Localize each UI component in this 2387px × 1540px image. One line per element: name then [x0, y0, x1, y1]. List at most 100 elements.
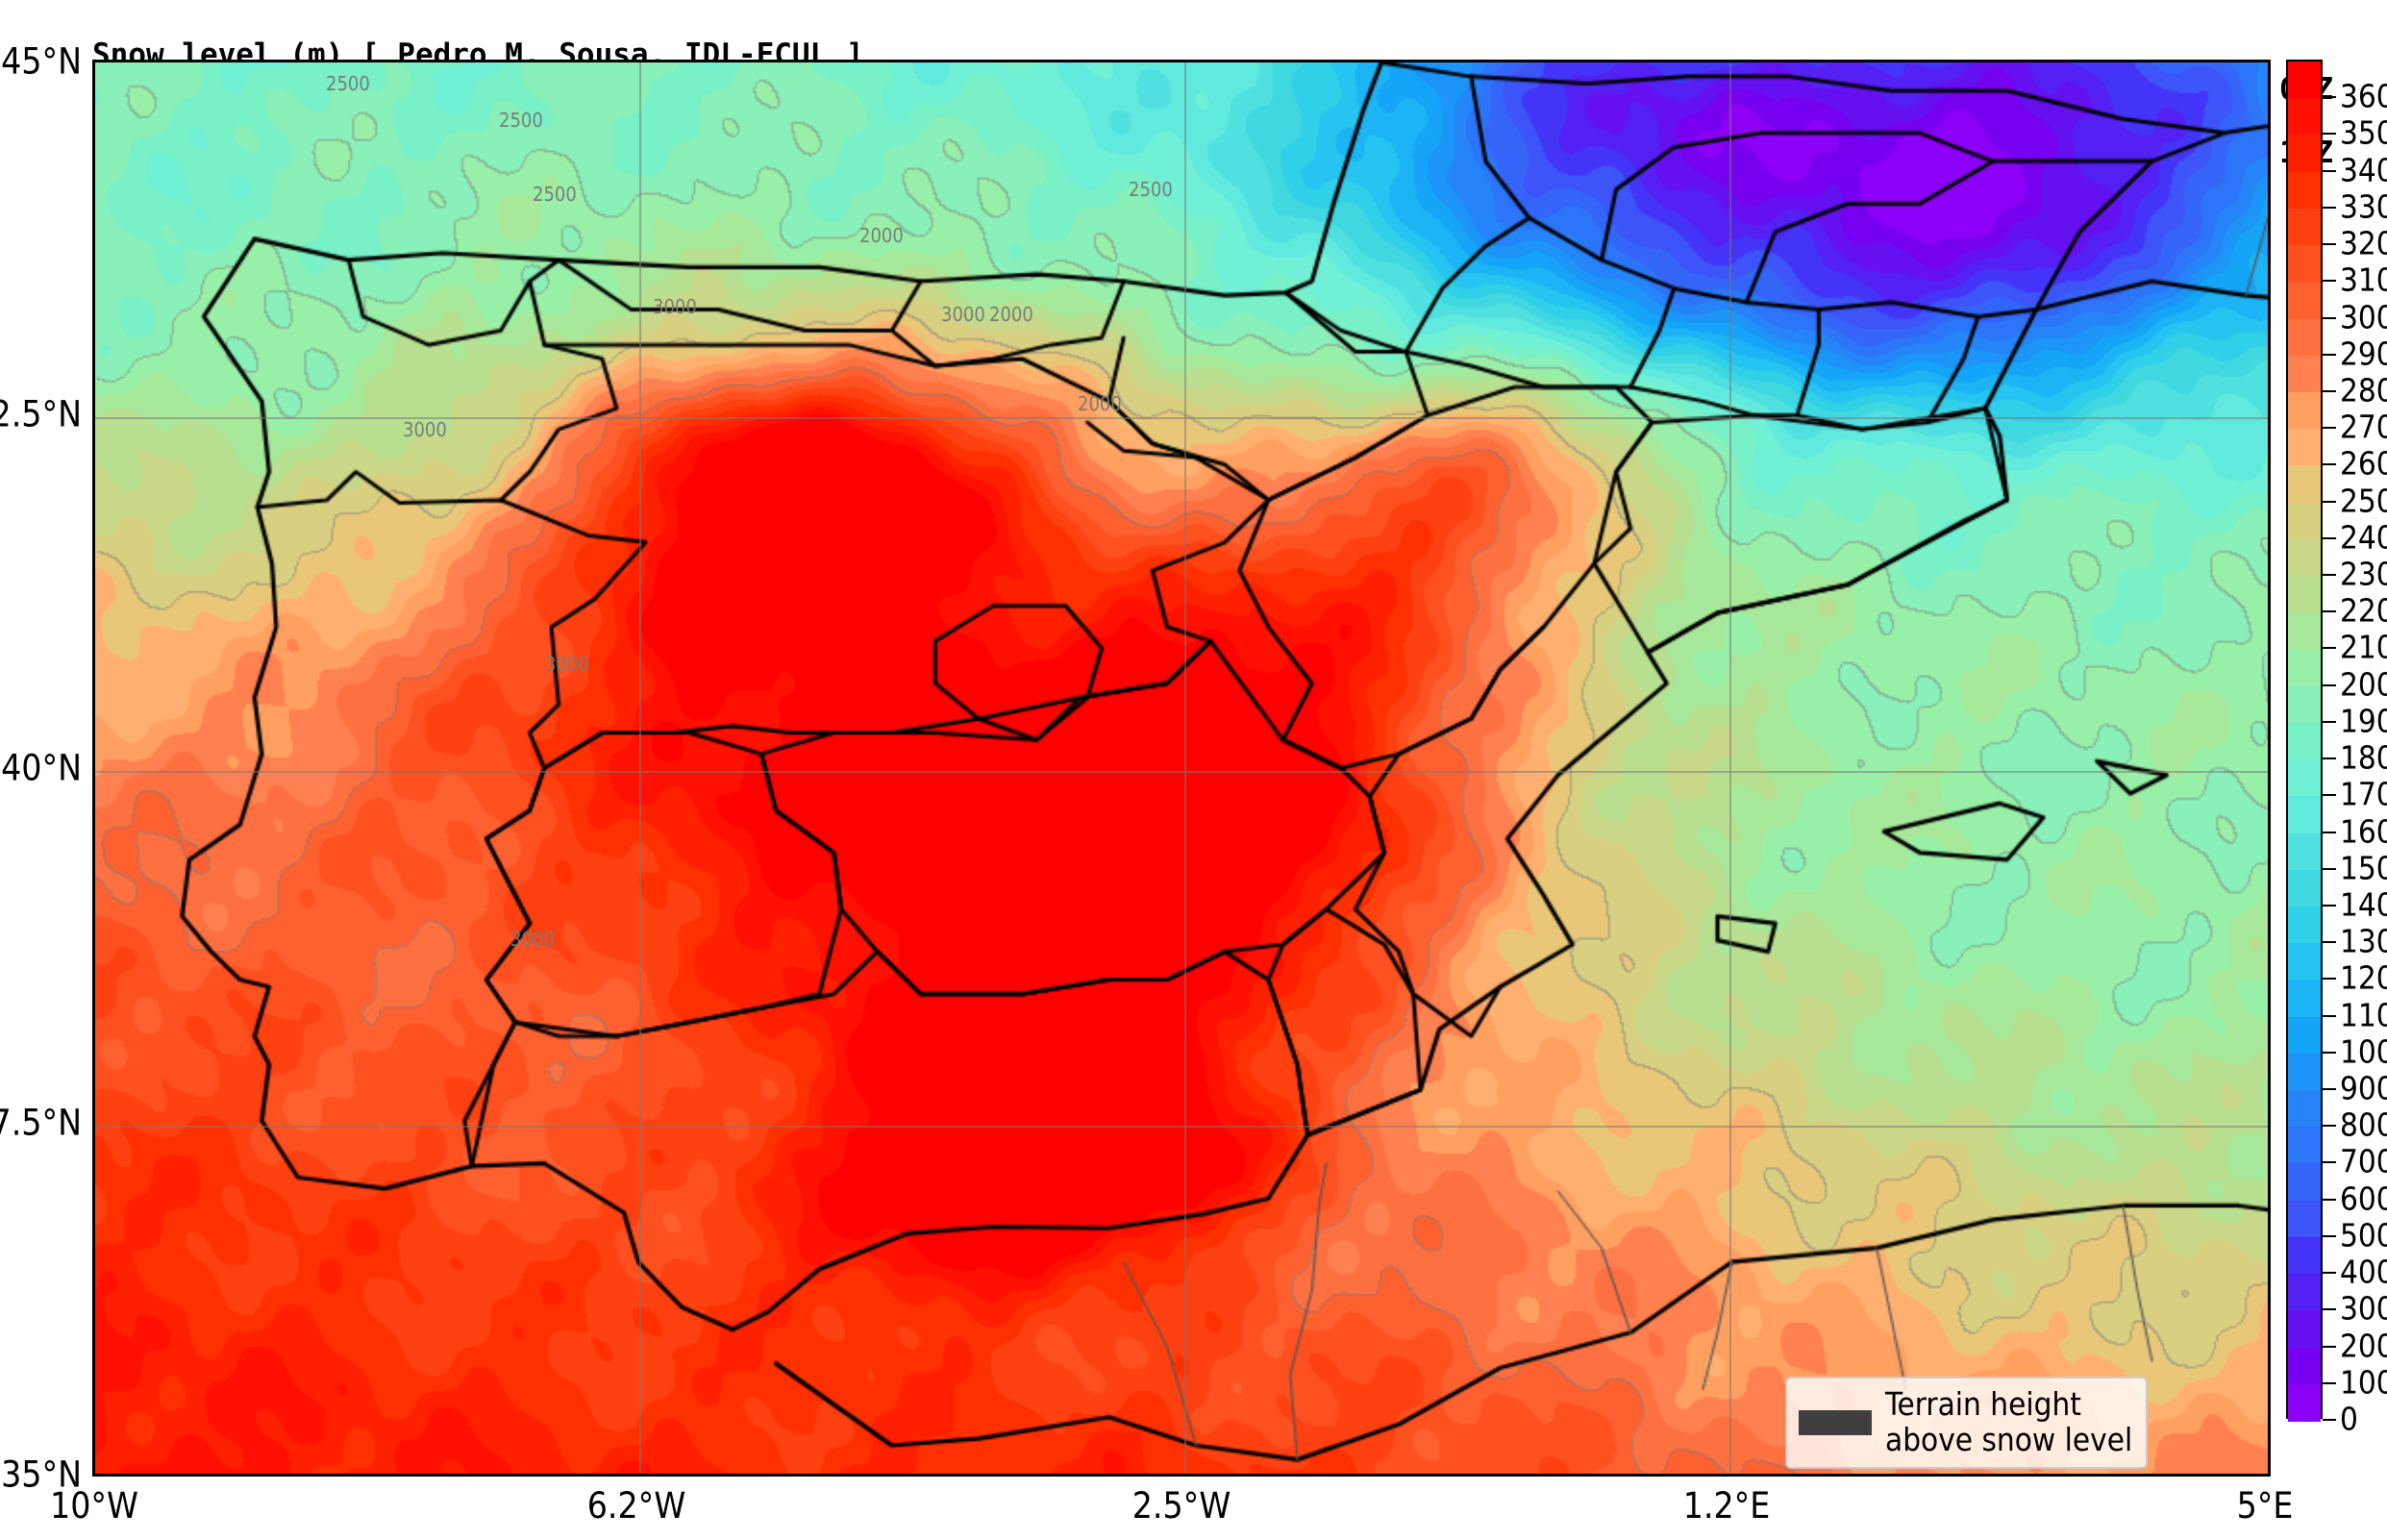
colorbar-segment [2288, 832, 2321, 871]
colorbar-tick [2323, 1419, 2336, 1421]
colorbar-tick [2323, 500, 2336, 503]
colorbar-segment [2288, 1016, 2321, 1055]
colorbar-tick-label: 1500 [2340, 849, 2387, 887]
colorbar-segment [2288, 869, 2321, 907]
colorbar-tick [2323, 720, 2336, 723]
colorbar-tick [2323, 1272, 2336, 1275]
ytick-0: 45°N [1, 40, 82, 83]
colorbar-tick-label: 2100 [2340, 628, 2387, 666]
colorbar-tick-label: 2900 [2340, 335, 2387, 373]
colorbar-tick [2323, 1125, 2336, 1128]
colorbar-tick [2323, 831, 2336, 833]
colorbar-segment [2288, 1127, 2321, 1165]
colorbar-tick-label: 1700 [2340, 775, 2387, 813]
colorbar-tick-label: 2700 [2340, 408, 2387, 446]
colorbar-tick-label: 300 [2340, 1289, 2387, 1328]
colorbar-segment [2288, 1090, 2321, 1128]
colorbar-segment [2288, 612, 2321, 651]
terrain-swatch-icon [1799, 1409, 1872, 1435]
colorbar-segment [2288, 355, 2321, 393]
colorbar-tick-label: 3500 [2340, 113, 2387, 152]
colorbar-tick-label: 1200 [2340, 958, 2387, 997]
colorbar-tick-label: 2200 [2340, 591, 2387, 630]
colorbar-tick [2323, 904, 2336, 907]
colorbar-tick-label: 200 [2340, 1327, 2387, 1365]
colorbar-tick-label: 1100 [2340, 996, 2387, 1034]
colorbar-tick-label: 1600 [2340, 812, 2387, 851]
colorbar-segment [2288, 1274, 2321, 1311]
colorbar-tick-label: 1400 [2340, 885, 2387, 924]
colorbar-segment [2288, 943, 2321, 981]
colorbar-tick [2323, 1051, 2336, 1054]
colorbar-segment [2288, 1383, 2321, 1422]
colorbar-tick [2323, 353, 2336, 356]
colorbar-tick [2323, 1381, 2336, 1384]
colorbar-segment [2288, 391, 2321, 430]
colorbar-tick [2323, 758, 2336, 760]
colorbar-segment [2288, 906, 2321, 944]
colorbar-segment [2288, 465, 2321, 504]
colorbar-tick-label: 3300 [2340, 187, 2387, 226]
colorbar-segment [2288, 245, 2321, 283]
colorbar-tick [2323, 243, 2336, 246]
colorbar-tick [2323, 1234, 2336, 1237]
colorbar-tick-label: 2300 [2340, 555, 2387, 593]
colorbar-tick [2323, 536, 2336, 539]
colorbar-tick-label: 1900 [2340, 702, 2387, 740]
colorbar-tick-label: 700 [2340, 1142, 2387, 1180]
colorbar-segment [2288, 1053, 2321, 1091]
legend-label: Terrain height above snow level [1885, 1385, 2133, 1458]
colorbar-segment [2288, 208, 2321, 246]
colorbar-tick-label: 600 [2340, 1180, 2387, 1218]
map-plot-area[interactable]: 2500 2500 2500 3000 3000 3000 3000 2000 … [92, 60, 2271, 1477]
colorbar-tick [2323, 1198, 2336, 1201]
colorbar-segment [2288, 98, 2321, 137]
colorbar-segment [2288, 1236, 2321, 1275]
colorbar-gradient [2286, 60, 2323, 1422]
colorbar-tick [2323, 978, 2336, 981]
colorbar-tick-label: 3000 [2340, 298, 2387, 335]
colorbar-tick [2323, 389, 2336, 392]
colorbar-segment [2288, 722, 2321, 760]
colorbar-tick [2323, 133, 2336, 136]
colorbar-tick-label: 1800 [2340, 738, 2387, 777]
colorbar-tick-label: 1300 [2340, 922, 2387, 960]
colorbar-tick [2323, 206, 2336, 209]
colorbar-tick [2323, 280, 2336, 283]
colorbar-tick-label: 3200 [2340, 224, 2387, 262]
colorbar-segment [2288, 429, 2321, 466]
colorbar-tick-label: 2500 [2340, 482, 2387, 520]
colorbar-tick-label: 100 [2340, 1363, 2387, 1402]
colorbar-segment [2288, 1310, 2321, 1349]
colorbar-tick-label: 3100 [2340, 261, 2387, 299]
colorbar-tick-label: 0 [2340, 1400, 2358, 1438]
colorbar-tick-label: 500 [2340, 1216, 2387, 1254]
colorbar-tick [2323, 316, 2336, 319]
colorbar-segment [2288, 576, 2321, 613]
colorbar-tick-label: 2000 [2340, 665, 2387, 704]
colorbar-segment [2288, 171, 2321, 210]
xtick-2: 2.5°W [1131, 1485, 1231, 1527]
colorbar-segment [2288, 759, 2321, 797]
colorbar-tick [2323, 941, 2336, 944]
colorbar-tick-label: 2400 [2340, 518, 2387, 557]
snow-level-field [95, 62, 2268, 1474]
colorbar-segment [2288, 685, 2321, 724]
colorbar-segment [2288, 502, 2321, 540]
colorbar-segment [2288, 980, 2321, 1018]
colorbar-tick [2323, 794, 2336, 797]
colorbar-tick [2323, 1161, 2336, 1164]
ytick-1: 42.5°N [0, 393, 82, 435]
colorbar-tick [2323, 169, 2336, 172]
colorbar: 3600350034003300320031003000290028002700… [2286, 60, 2387, 1477]
colorbar-tick-label: 2800 [2340, 371, 2387, 410]
colorbar-tick [2323, 610, 2336, 613]
ytick-3: 37.5°N [0, 1102, 82, 1144]
colorbar-segment [2288, 796, 2321, 834]
terrain-legend: Terrain height above snow level [1785, 1377, 2149, 1469]
colorbar-tick [2323, 1308, 2336, 1311]
colorbar-segment [2288, 135, 2321, 173]
colorbar-segment [2288, 62, 2321, 99]
colorbar-segment [2288, 649, 2321, 687]
colorbar-segment [2288, 318, 2321, 357]
